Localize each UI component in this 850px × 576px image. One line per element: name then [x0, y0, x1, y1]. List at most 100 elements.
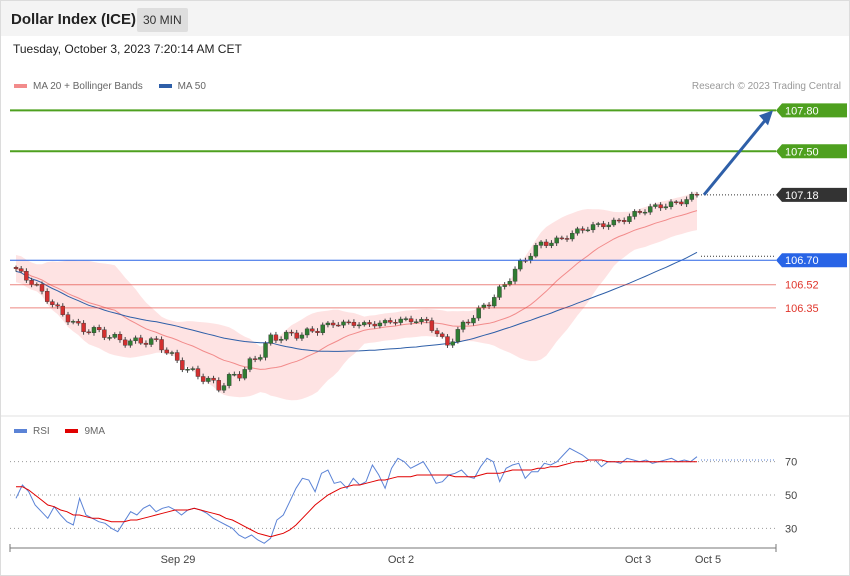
- candle-up: [460, 321, 466, 330]
- candle-down: [486, 304, 492, 307]
- x-tick-label: Oct 2: [388, 554, 414, 566]
- candle-up: [356, 324, 362, 327]
- candle-up: [206, 377, 211, 382]
- timestamp: Tuesday, October 3, 2023 7:20:14 AM CET: [13, 42, 242, 56]
- candle-down: [315, 330, 320, 333]
- candle-down: [174, 352, 180, 361]
- candle-up: [590, 224, 596, 231]
- candle-up: [476, 307, 481, 319]
- rsi-gridlines: 70 50 30: [10, 457, 797, 535]
- candle-down: [60, 305, 65, 315]
- candle-up: [570, 233, 575, 240]
- candle-up: [419, 318, 424, 322]
- rsi-legend: RSI 9MA: [14, 426, 118, 437]
- candle-up: [299, 334, 305, 339]
- candle-up: [112, 334, 117, 338]
- candle-up: [632, 211, 637, 217]
- candle-down: [81, 322, 86, 333]
- candle-up: [648, 206, 653, 213]
- candle-down: [200, 376, 206, 382]
- legend-label-ma20: MA 20 + Bollinger Bands: [33, 81, 143, 92]
- candle-down: [96, 327, 102, 330]
- candle-up: [190, 368, 195, 370]
- candle-down: [211, 377, 216, 381]
- candle-down: [154, 338, 159, 340]
- candle-up: [575, 228, 580, 234]
- candle-down: [408, 318, 414, 323]
- candle-up: [642, 211, 648, 214]
- candle-up: [538, 241, 544, 246]
- price-levels: 107.80 107.50 107.18 106.70 106.52 106.35: [10, 103, 847, 315]
- candle-down: [289, 331, 294, 334]
- candle-up: [627, 216, 632, 222]
- candle-down: [117, 334, 123, 341]
- candle-up: [481, 304, 487, 308]
- candle-down: [388, 320, 393, 323]
- candle-up: [325, 322, 331, 326]
- legend-item-ma20: MA 20 + Bollinger Bands: [14, 81, 143, 92]
- candle-up: [148, 338, 154, 345]
- candle-up: [512, 268, 518, 282]
- rsi-tick-label: 70: [785, 457, 797, 469]
- candle-up: [689, 193, 695, 200]
- candle-down: [601, 223, 606, 228]
- candle-down: [122, 339, 128, 346]
- candle-down: [29, 280, 34, 285]
- candle-down: [445, 336, 450, 346]
- candle-down: [76, 321, 81, 324]
- candle-down: [44, 291, 50, 302]
- bollinger-band: [16, 191, 697, 401]
- candle-down: [564, 238, 570, 240]
- legend-swatch-ma50: [158, 84, 172, 89]
- legend-item-rsi: RSI: [14, 426, 50, 437]
- candle-up: [455, 329, 461, 342]
- candle-down: [273, 334, 279, 341]
- candle-up: [242, 369, 247, 379]
- candle-down: [346, 321, 351, 324]
- copyright-text: Research © 2023 Trading Central: [691, 81, 841, 92]
- candle-up: [606, 224, 611, 228]
- level-tag: [776, 253, 847, 268]
- candle-up: [549, 242, 554, 246]
- candle-up: [492, 297, 497, 307]
- legend-swatch-ma20: [14, 84, 27, 89]
- legend-swatch-rsi: [14, 429, 27, 434]
- candle-up: [278, 338, 284, 341]
- candle-up: [518, 260, 523, 270]
- candle-up: [133, 337, 138, 342]
- candle-down: [50, 301, 55, 305]
- candle-up: [268, 334, 273, 344]
- instrument-title: Dollar Index (ICE): [11, 11, 137, 28]
- candle-down: [164, 349, 169, 354]
- candle-down: [351, 321, 357, 326]
- candle-down: [559, 237, 565, 240]
- timeframe-badge[interactable]: 30 MIN: [137, 8, 188, 32]
- rsi-9ma-line: [16, 459, 697, 538]
- x-tick-label: Oct 5: [695, 554, 721, 566]
- candle-up: [362, 322, 367, 326]
- candle-down: [330, 322, 336, 326]
- legend-item-9ma: 9MA: [65, 426, 105, 437]
- candle-up: [611, 219, 617, 226]
- x-tick-label: Oct 3: [625, 554, 651, 566]
- forecast-arrow-shaft: [702, 119, 767, 196]
- level-label: 107.18: [785, 190, 819, 202]
- candle-down: [658, 204, 663, 209]
- candle-down: [637, 211, 643, 213]
- candle-down: [143, 342, 149, 345]
- candle-up: [382, 320, 388, 324]
- level-label: 106.52: [785, 280, 819, 292]
- level-label: 106.70: [785, 255, 819, 267]
- candle-down: [195, 368, 201, 377]
- candle-down: [622, 220, 627, 222]
- candle-down: [294, 332, 299, 339]
- candle-down: [544, 241, 549, 246]
- candle-down: [434, 330, 440, 335]
- candle-down: [679, 201, 684, 205]
- candle-down: [24, 271, 29, 281]
- level-tag: [776, 144, 847, 159]
- candle-up: [497, 286, 502, 298]
- legend-label-ma50: MA 50: [177, 81, 206, 92]
- candle-down: [367, 322, 372, 325]
